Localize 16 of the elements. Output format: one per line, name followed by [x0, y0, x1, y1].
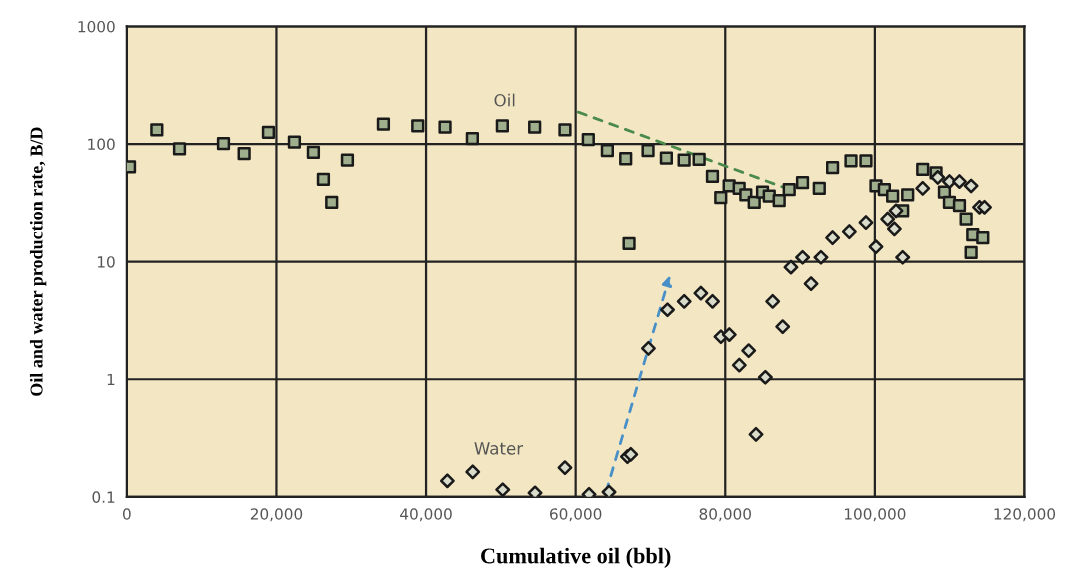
y-tick-label: 0.1: [92, 491, 115, 503]
x-tick-label: 0: [123, 508, 131, 520]
y-tick-label: 100: [88, 138, 115, 151]
x-tick-label: 60,000: [550, 508, 602, 522]
y-tick-label: 10: [97, 256, 115, 268]
x-tick-label: 80,000: [699, 508, 751, 522]
y-tick-label: 1: [107, 373, 115, 386]
annotation: Oil: [494, 93, 515, 107]
annotation: Water: [474, 442, 524, 455]
x-tick-label: 120,000: [994, 508, 1056, 522]
x-axis-title: Cumulative oil (bbl): [481, 547, 671, 568]
y-axis-title: Oil and water production rate, B/D: [29, 127, 47, 396]
x-tick-label: 20,000: [250, 508, 303, 522]
x-tick-label: 40,000: [400, 508, 452, 522]
y-tick-label: 1000: [78, 20, 115, 33]
x-tick-label: 100,000: [844, 508, 906, 522]
